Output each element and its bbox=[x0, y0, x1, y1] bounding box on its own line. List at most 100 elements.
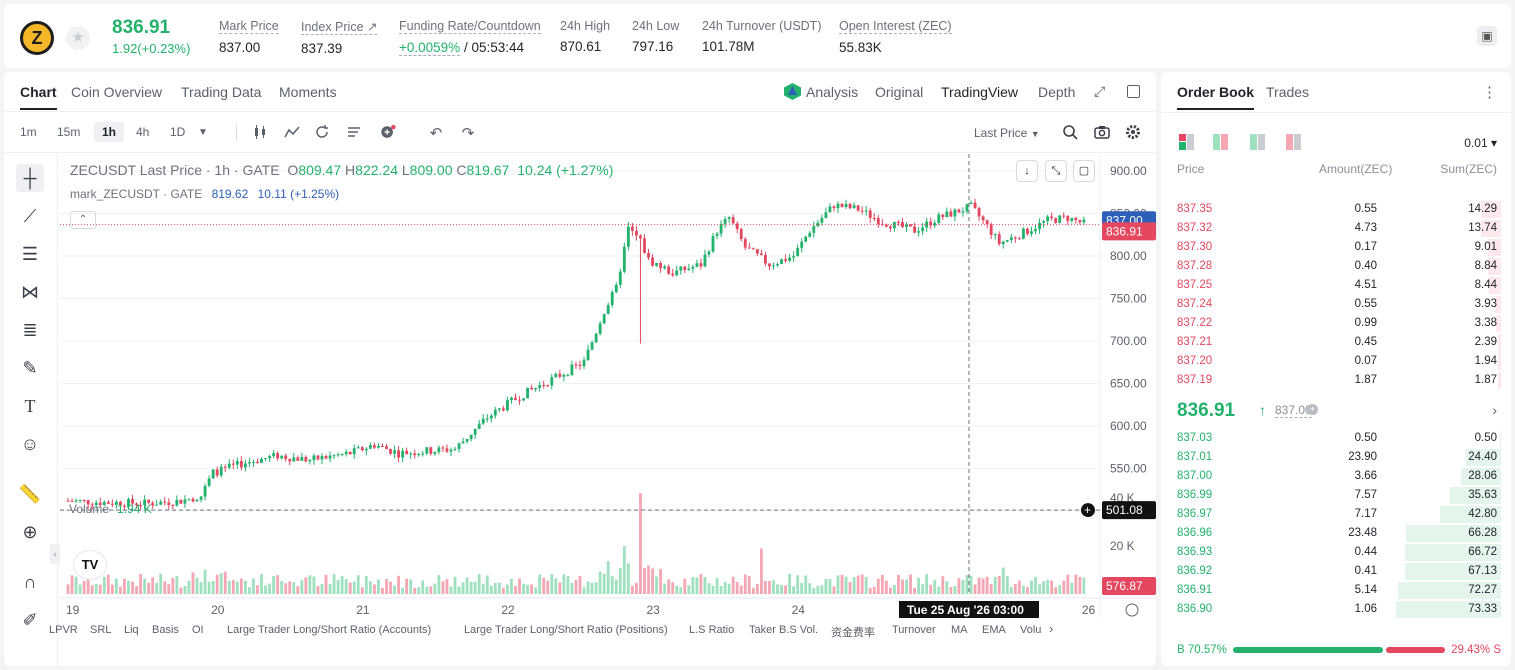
view-depth[interactable]: Depth bbox=[1038, 84, 1076, 100]
indicator-large-trader-accounts[interactable]: Large Trader Long/Short Ratio (Accounts) bbox=[227, 624, 432, 636]
stat-label[interactable]: Index Price ↗ bbox=[301, 20, 378, 35]
view-tradingview[interactable]: TradingView bbox=[941, 84, 1019, 100]
sells-only-view-icon[interactable] bbox=[1286, 134, 1302, 150]
zoom-in-icon[interactable]: ⊕ bbox=[22, 522, 38, 542]
stat-label[interactable]: Mark Price bbox=[219, 19, 279, 34]
view-analysis[interactable]: Analysis bbox=[806, 84, 859, 100]
tab-order-book[interactable]: Order Book bbox=[1177, 84, 1255, 110]
text-tool-icon[interactable]: T bbox=[24, 396, 36, 416]
tab-moments[interactable]: Moments bbox=[279, 84, 337, 100]
ask-row[interactable]: 837.32 4.73 13.74 bbox=[1161, 219, 1511, 238]
bid-row[interactable]: 836.93 0.44 66.72 bbox=[1161, 543, 1511, 562]
stat-label[interactable]: Funding Rate/Countdown bbox=[399, 19, 541, 34]
tab-trades[interactable]: Trades bbox=[1266, 84, 1310, 100]
indicator-funding-rate[interactable]: 资金费率 bbox=[831, 627, 875, 639]
indicator-ma[interactable]: MA bbox=[951, 624, 968, 636]
redo-icon[interactable]: ↷ bbox=[461, 125, 475, 142]
horizontal-lines-icon[interactable]: ☰ bbox=[21, 244, 39, 264]
chevron-right-icon[interactable]: › bbox=[1049, 621, 1054, 636]
tab-chart[interactable]: Chart bbox=[20, 84, 57, 110]
lock-drawing-icon[interactable]: ✐ bbox=[22, 610, 38, 630]
stat-label[interactable]: Open Interest (ZEC) bbox=[839, 19, 952, 34]
tab-trading-data[interactable]: Trading Data bbox=[181, 84, 262, 100]
undo-icon[interactable]: ↶ bbox=[429, 125, 443, 142]
templates-icon[interactable] bbox=[346, 124, 362, 140]
precision-select[interactable]: 0.01 ▾ bbox=[1464, 136, 1497, 150]
price-source-select[interactable]: Last Price ▼ bbox=[974, 126, 1040, 140]
favorite-star-icon[interactable]: ★ bbox=[66, 26, 90, 50]
ask-row[interactable]: 837.20 0.07 1.94 bbox=[1161, 352, 1511, 371]
both-sides-view-icon[interactable] bbox=[1179, 134, 1195, 150]
expand-icon[interactable]: ⤢ bbox=[1094, 83, 1106, 99]
indicators-icon[interactable] bbox=[284, 124, 300, 140]
timeframe-4h[interactable]: 4h bbox=[136, 125, 150, 139]
magnet-icon[interactable]: ∩ bbox=[23, 572, 37, 592]
tab-coin-overview[interactable]: Coin Overview bbox=[71, 84, 163, 100]
bids-view-icon[interactable] bbox=[1250, 134, 1266, 150]
ask-row[interactable]: 837.28 0.40 8.84 bbox=[1161, 257, 1511, 276]
scroll-down-icon[interactable]: ↓ bbox=[1016, 160, 1038, 182]
timeframe-15m[interactable]: 15m bbox=[57, 125, 81, 139]
bid-row[interactable]: 836.91 5.14 72.27 bbox=[1161, 581, 1511, 600]
indicator-ls-ratio[interactable]: L.S Ratio bbox=[689, 624, 735, 636]
candlestick-chart[interactable]: 900.00850.00800.00750.00700.00650.00600.… bbox=[60, 154, 1156, 618]
ruler-icon[interactable]: 📏 bbox=[18, 484, 42, 504]
emoji-icon[interactable]: ☺ bbox=[20, 434, 40, 454]
add-alert-icon[interactable] bbox=[1081, 503, 1095, 518]
indicator-large-trader-positions[interactable]: Large Trader Long/Short Ratio (Positions… bbox=[464, 624, 668, 636]
ask-row[interactable]: 837.22 0.99 3.38 bbox=[1161, 314, 1511, 333]
gear-icon[interactable] bbox=[1125, 124, 1141, 140]
timeframe-1m[interactable]: 1m bbox=[20, 125, 37, 139]
trend-line-icon[interactable]: ⟋ bbox=[23, 206, 37, 226]
column-amount: Amount(ZEC) bbox=[1319, 162, 1393, 176]
bid-row[interactable]: 837.01 23.90 24.40 bbox=[1161, 448, 1511, 467]
search-icon[interactable] bbox=[1062, 124, 1078, 140]
time-settings-icon[interactable] bbox=[1125, 603, 1139, 617]
bid-row[interactable]: 836.99 7.57 35.63 bbox=[1161, 486, 1511, 505]
indicator-basis[interactable]: Basis bbox=[152, 624, 179, 636]
brush-icon[interactable]: ✎ bbox=[22, 358, 38, 378]
collapse-legend-icon[interactable]: ⌃ bbox=[70, 211, 96, 229]
ask-row[interactable]: 837.30 0.17 9.01 bbox=[1161, 238, 1511, 257]
asks-view-icon[interactable] bbox=[1213, 134, 1229, 150]
collapse-tools-icon[interactable]: ‹ bbox=[50, 544, 60, 564]
funding-rate-value[interactable]: +0.0059% bbox=[399, 40, 461, 56]
bid-row[interactable]: 837.03 0.50 0.50 bbox=[1161, 429, 1511, 448]
add-indicator-icon[interactable] bbox=[380, 124, 396, 140]
indicator-srl[interactable]: SRL bbox=[90, 624, 112, 636]
ask-row[interactable]: 837.21 0.45 2.39 bbox=[1161, 333, 1511, 352]
timeframe-1d[interactable]: 1D bbox=[170, 125, 186, 139]
bid-row[interactable]: 836.97 7.17 42.80 bbox=[1161, 505, 1511, 524]
bid-row[interactable]: 836.92 0.41 67.13 bbox=[1161, 562, 1511, 581]
fibonacci-icon[interactable]: ≣ bbox=[22, 320, 38, 340]
ask-row[interactable]: 837.19 1.87 1.87 bbox=[1161, 371, 1511, 390]
mark-info-icon[interactable]: + bbox=[1307, 404, 1318, 415]
indicator-ema[interactable]: EMA bbox=[982, 624, 1006, 636]
indicator-oi[interactable]: OI bbox=[192, 624, 204, 636]
book-icon[interactable]: ▣ bbox=[1477, 26, 1497, 46]
maximize-pane-icon[interactable]: ▢ bbox=[1073, 160, 1095, 182]
indicator-lpvr[interactable]: LPVR bbox=[49, 624, 78, 636]
ask-row[interactable]: 837.24 0.55 3.93 bbox=[1161, 295, 1511, 314]
bid-row[interactable]: 836.96 23.48 66.28 bbox=[1161, 524, 1511, 543]
bid-row[interactable]: 836.90 1.06 73.33 bbox=[1161, 600, 1511, 619]
window-icon[interactable] bbox=[1127, 85, 1140, 98]
replay-icon[interactable] bbox=[314, 124, 330, 140]
view-original[interactable]: Original bbox=[875, 84, 924, 100]
ask-row[interactable]: 837.25 4.51 8.44 bbox=[1161, 276, 1511, 295]
chevron-right-icon[interactable]: › bbox=[1492, 402, 1497, 418]
timeframe-1h[interactable]: 1h bbox=[94, 122, 125, 142]
indicator-volume[interactable]: Volu bbox=[1020, 624, 1042, 636]
pattern-icon[interactable]: ⋈ bbox=[21, 282, 39, 302]
candlestick-type-icon[interactable] bbox=[252, 124, 268, 140]
indicator-taker-bs-vol[interactable]: Taker B.S Vol. bbox=[749, 624, 819, 636]
camera-icon[interactable] bbox=[1094, 124, 1110, 140]
crosshair-icon[interactable]: ┼ bbox=[16, 164, 44, 192]
indicator-turnover[interactable]: Turnover bbox=[892, 624, 936, 636]
timeframe-dropdown-icon[interactable]: ▼ bbox=[198, 127, 208, 138]
ask-row[interactable]: 837.35 0.55 14.29 bbox=[1161, 200, 1511, 219]
bid-row[interactable]: 837.00 3.66 28.06 bbox=[1161, 467, 1511, 486]
collapse-pane-icon[interactable]: ⤡ bbox=[1045, 160, 1067, 182]
indicator-liq[interactable]: Liq bbox=[124, 624, 139, 636]
more-options-icon[interactable]: ⋮ bbox=[1482, 84, 1497, 101]
